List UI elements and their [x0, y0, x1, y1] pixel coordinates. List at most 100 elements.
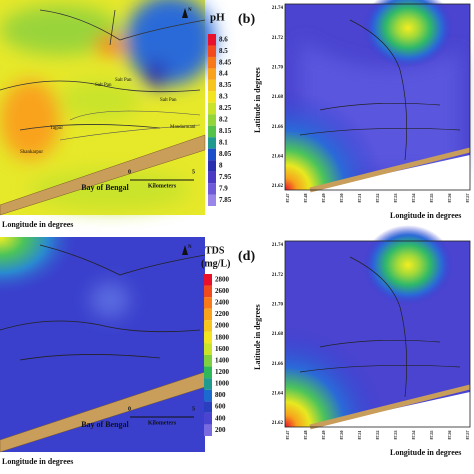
x-tick-label: 87.52 [375, 194, 380, 203]
legend-label: 7.9 [219, 184, 228, 192]
x-tick-label: 87.52 [375, 431, 380, 440]
y-tick-label: 21.72 [272, 36, 284, 41]
x-tick-label: 87.48 [303, 194, 308, 203]
y-tick-label: 21.74 [272, 6, 284, 11]
y-axis-label: Latitude in degrees [253, 304, 262, 370]
x-tick-label: 87.53 [393, 194, 398, 203]
legend-swatch [208, 137, 216, 149]
x-tick-label: 87.51 [357, 431, 362, 440]
legend-label: 800 [215, 391, 226, 399]
legend-swatch [204, 355, 212, 367]
legend-label: 1200 [215, 368, 230, 376]
legend-label: 8.45 [219, 58, 232, 66]
legend-label: 8.15 [219, 127, 232, 135]
y-tick-label: 21.70 [272, 302, 284, 307]
legend-label: 1600 [215, 345, 230, 353]
y-tick-label: 21.66 [272, 125, 284, 130]
legend-swatch [208, 125, 216, 138]
legend-swatch [208, 68, 216, 80]
legend-label: 1000 [215, 380, 230, 388]
map-d [284, 225, 471, 430]
north: N [188, 245, 192, 250]
x-tick-label: 87.56 [447, 194, 452, 203]
legend-swatch [208, 102, 216, 115]
map-c [0, 237, 206, 453]
place-label: Salt Pan [160, 98, 177, 103]
y-tick-label: 21.68 [272, 95, 284, 100]
x-tick-label: 87.57 [465, 194, 470, 203]
legend-swatch [204, 308, 212, 321]
x-axis-label: Longitude in degrees [2, 457, 73, 466]
north: N [188, 8, 192, 13]
legend-label: 8.3 [219, 93, 228, 101]
legend-swatch [208, 34, 216, 46]
y-tick-label: 21.64 [272, 391, 284, 396]
legend-swatch [204, 424, 212, 436]
legend-swatch [204, 285, 212, 298]
legend-label: 8.05 [219, 150, 232, 158]
x-axis-label: Longitude in degrees [390, 448, 461, 457]
legend-label: 8.6 [219, 35, 228, 43]
legend-label: 2000 [215, 322, 230, 330]
legend-label: 8.25 [219, 104, 232, 112]
legend-label: 2400 [215, 299, 230, 307]
x-tick-label: 87.49 [321, 431, 326, 440]
north-arrow [182, 8, 188, 18]
y-tick-label: 21.74 [272, 243, 284, 248]
x-tick-label: 87.54 [411, 194, 416, 203]
scale-start: 0 [128, 169, 131, 175]
y-tick-label: 21.66 [272, 362, 284, 367]
legend-swatch [204, 389, 212, 402]
legend-label: 8.4 [219, 70, 228, 78]
panel-label: (d) [238, 249, 255, 264]
legend-swatch [204, 412, 212, 425]
x-tick-label: 87.48 [303, 431, 308, 440]
x-tick-label: 87.51 [357, 194, 362, 203]
legend-swatch [208, 183, 216, 195]
legend-swatch [208, 148, 216, 161]
legend-swatch [204, 320, 212, 332]
place-label: Salt Pan [95, 83, 112, 88]
map-b [284, 0, 471, 193]
legend-swatch [208, 160, 216, 172]
legend-label: 7.95 [219, 173, 232, 181]
y-axis-label: Latitude in degrees [253, 67, 262, 133]
x-axis-label: Longitude in degrees [2, 220, 73, 229]
sea-label: Bay of Bengal [81, 420, 129, 429]
scale-unit: Kilometers [148, 183, 177, 189]
legend-label: 8.1 [219, 139, 228, 147]
x-tick-label: 87.53 [393, 431, 398, 440]
legend-swatch [204, 274, 212, 286]
legend-label: 1400 [215, 356, 230, 364]
scale-end: 5 [192, 406, 195, 412]
legend-label: 8.35 [219, 81, 232, 89]
legend-label: 200 [215, 426, 226, 434]
x-tick-label: 87.55 [429, 431, 434, 440]
x-tick-label: 87.57 [465, 431, 470, 440]
x-tick-label: 87.55 [429, 194, 434, 203]
scale-unit: Kilometers [148, 420, 177, 426]
x-tick-label: 87.50 [339, 194, 344, 203]
x-tick-label: 87.56 [447, 431, 452, 440]
legend-swatch [208, 91, 216, 103]
legend-label: 2800 [215, 275, 230, 283]
scale-start: 0 [128, 406, 131, 412]
legend-swatch [204, 401, 212, 413]
legend-label: 2200 [215, 310, 230, 318]
legend-title: (mg/L) [201, 258, 230, 269]
panel-label: (b) [238, 12, 255, 27]
place-label: Salt Pan [115, 78, 132, 83]
legend-swatch [204, 343, 212, 355]
x-tick-label: 87.47 [285, 194, 290, 203]
x-tick-label: 87.54 [411, 431, 416, 440]
legend-swatch [208, 114, 216, 126]
legend-label: 8 [219, 161, 223, 169]
north-arrow [182, 245, 188, 255]
legend-swatch [204, 378, 212, 390]
legend-title: pH [210, 12, 225, 24]
place-label: Tajpur [50, 126, 63, 131]
legend-swatch [208, 194, 216, 206]
y-tick-label: 21.70 [272, 65, 284, 70]
place-label: Shankarpur [20, 150, 43, 155]
sea-label: Bay of Bengal [81, 183, 129, 192]
